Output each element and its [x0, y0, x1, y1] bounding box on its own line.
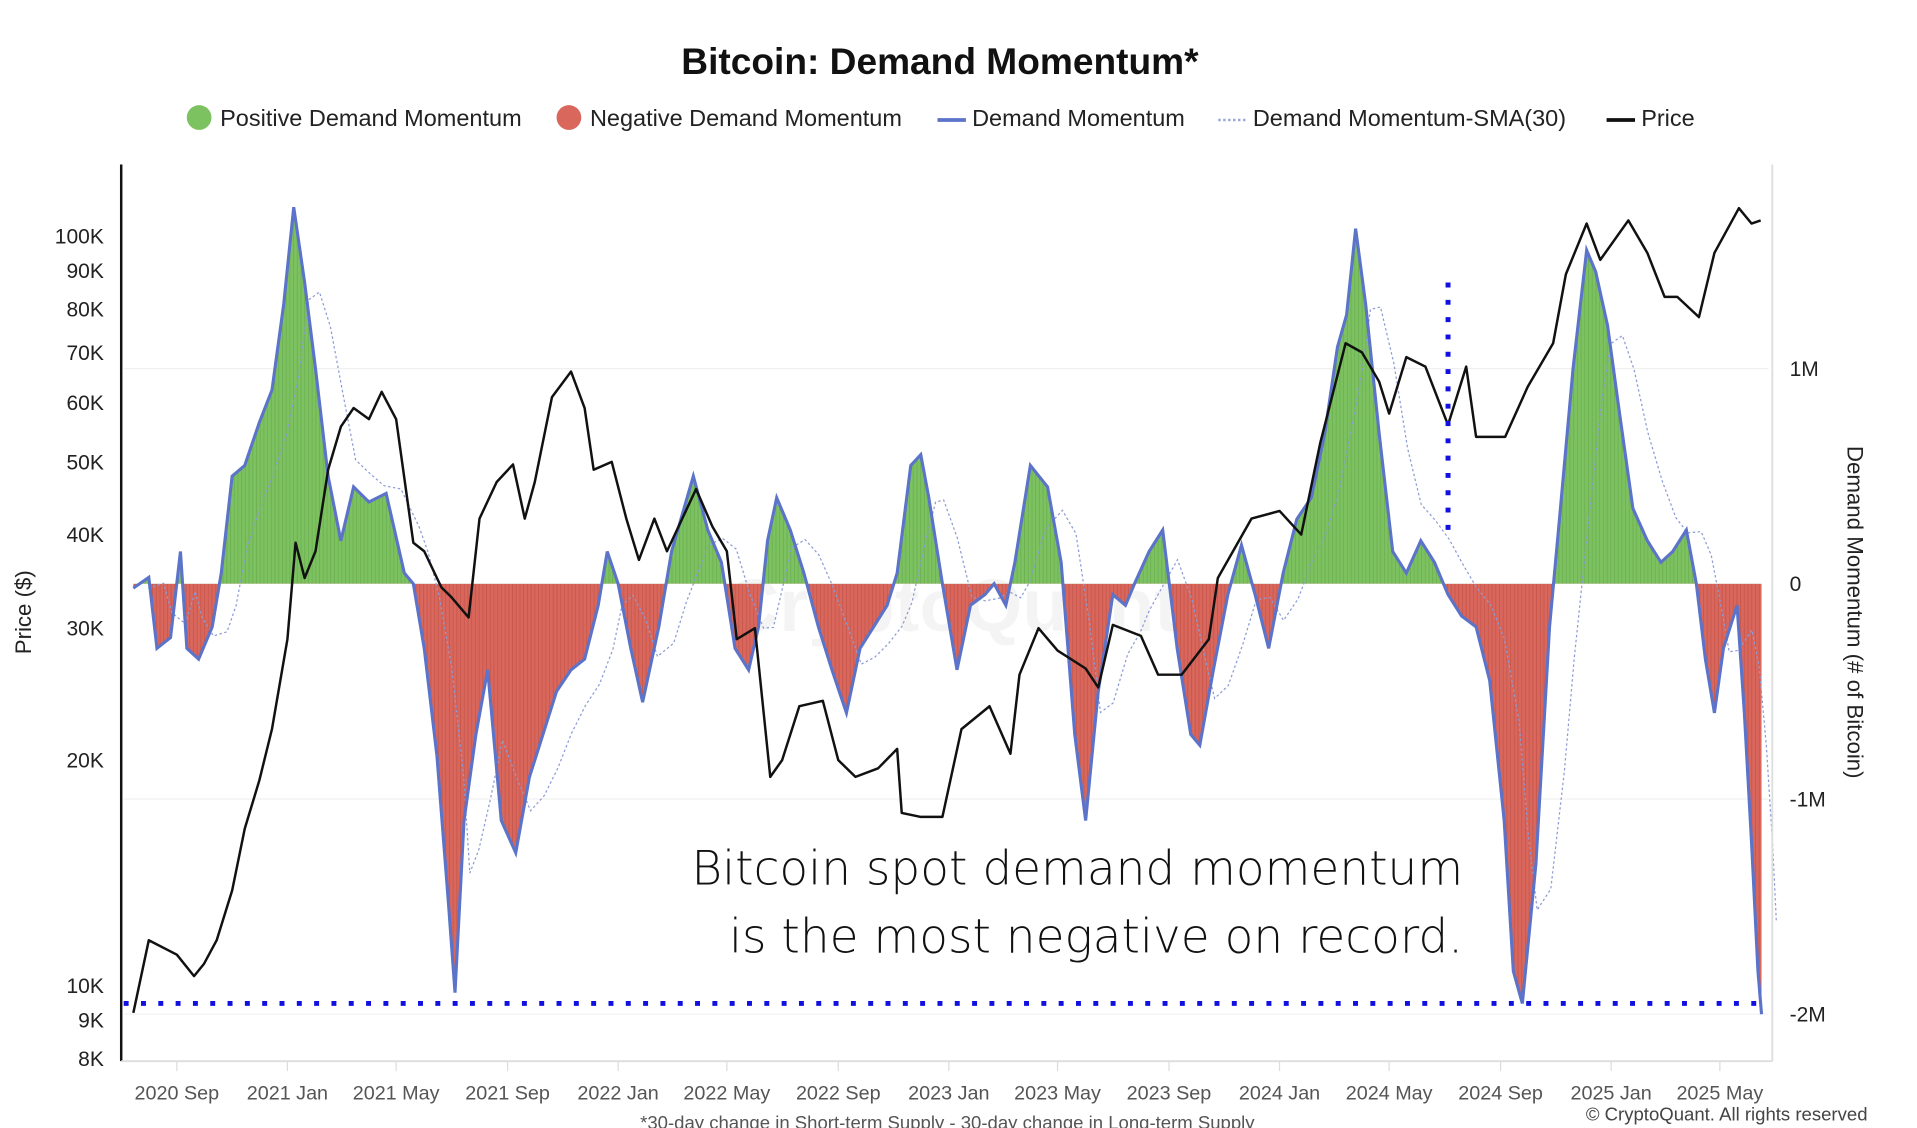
left-tick-label: 60K [66, 392, 103, 415]
annotation-line-2: is the most negative on record. [729, 909, 1463, 964]
left-tick-label: 40K [66, 524, 103, 547]
positive-momentum-area [133, 207, 1762, 584]
series-lines [132, 206, 1777, 1015]
x-tick-label: 2025 Jan [1570, 1083, 1651, 1105]
left-axis-ticks: 100K 90K 80K 70K 60K 50K 40K 30K 20K 10K 9K 8K [55, 226, 104, 1071]
left-tick-label: 50K [66, 451, 103, 474]
x-tick-label: 2020 Sep [135, 1083, 220, 1105]
x-tick-label: 2021 May [353, 1083, 440, 1105]
reference-lines [123, 282, 1763, 1006]
demand-momentum-line [132, 206, 1764, 1015]
right-tick-label: -2M [1790, 1004, 1826, 1027]
right-axis-ticks: 1M 0 -1M -2M [1790, 358, 1826, 1027]
x-tick-label: 2025 May [1676, 1083, 1763, 1105]
x-tick-label: 2024 Jan [1239, 1083, 1320, 1105]
legend-item-sma[interactable]: Demand Momentum-SMA(30) [1218, 105, 1566, 131]
left-tick-label: 30K [66, 618, 103, 641]
annotation-line-1: Bitcoin spot demand momentum [691, 841, 1463, 896]
x-tick-label: 2022 Jan [577, 1083, 658, 1105]
negative-momentum-area [133, 583, 1762, 1015]
right-tick-label: 0 [1790, 573, 1802, 596]
legend-item-positive[interactable]: Positive Demand Momentum [186, 105, 522, 131]
x-tick-label: 2024 May [1346, 1083, 1433, 1105]
x-tick-label: 2021 Sep [465, 1083, 550, 1105]
copyright: © CryptoQuant. All rights reserved [1586, 1104, 1868, 1125]
x-tick-label: 2021 Jan [247, 1083, 328, 1105]
legend-marker-negative [556, 105, 582, 130]
x-tick-label: 2023 Sep [1127, 1083, 1212, 1105]
sma-line [147, 291, 1777, 923]
left-tick-label: 8K [78, 1048, 104, 1071]
x-tick-label: 2023 May [1014, 1083, 1101, 1105]
legend-item-momentum[interactable]: Demand Momentum [937, 105, 1185, 131]
legend-label-momentum: Demand Momentum [972, 105, 1185, 131]
legend-label-negative: Negative Demand Momentum [590, 105, 902, 131]
legend-label-price: Price [1641, 105, 1695, 131]
x-tick-label: 2023 Jan [908, 1083, 989, 1105]
chart-title: Bitcoin: Demand Momentum* [681, 40, 1199, 82]
x-tick-label: 2022 Sep [796, 1083, 881, 1105]
footnote: *30-day change in Short-term Supply - 30… [640, 1112, 1255, 1128]
legend-label-sma: Demand Momentum-SMA(30) [1253, 105, 1566, 131]
right-axis-label: Demand Momentum (# of Bitcoin) [1843, 446, 1868, 779]
left-tick-label: 90K [66, 260, 103, 283]
left-tick-label: 100K [55, 226, 104, 249]
right-tick-label: 1M [1790, 358, 1819, 381]
x-tick-label: 2024 Sep [1458, 1083, 1543, 1105]
left-tick-label: 80K [66, 298, 103, 321]
left-tick-label: 20K [66, 750, 103, 773]
legend-item-price[interactable]: Price [1606, 105, 1695, 131]
left-tick-label: 10K [66, 975, 103, 998]
x-tick-label: 2022 May [683, 1083, 770, 1105]
price-line [132, 206, 1762, 1014]
legend-label-positive: Positive Demand Momentum [220, 105, 522, 131]
left-axis-label: Price ($) [11, 570, 36, 654]
legend: Positive Demand Momentum Negative Demand… [186, 105, 1695, 131]
left-tick-label: 9K [78, 1009, 104, 1032]
legend-item-negative[interactable]: Negative Demand Momentum [556, 105, 902, 131]
x-axis-ticks: 2020 Sep 2021 Jan 2021 May 2021 Sep 2022 Jan… [135, 1061, 1763, 1105]
momentum-areas [133, 207, 1762, 1015]
left-tick-label: 70K [66, 342, 103, 365]
right-tick-label: -1M [1790, 788, 1826, 811]
legend-marker-positive [186, 105, 212, 130]
